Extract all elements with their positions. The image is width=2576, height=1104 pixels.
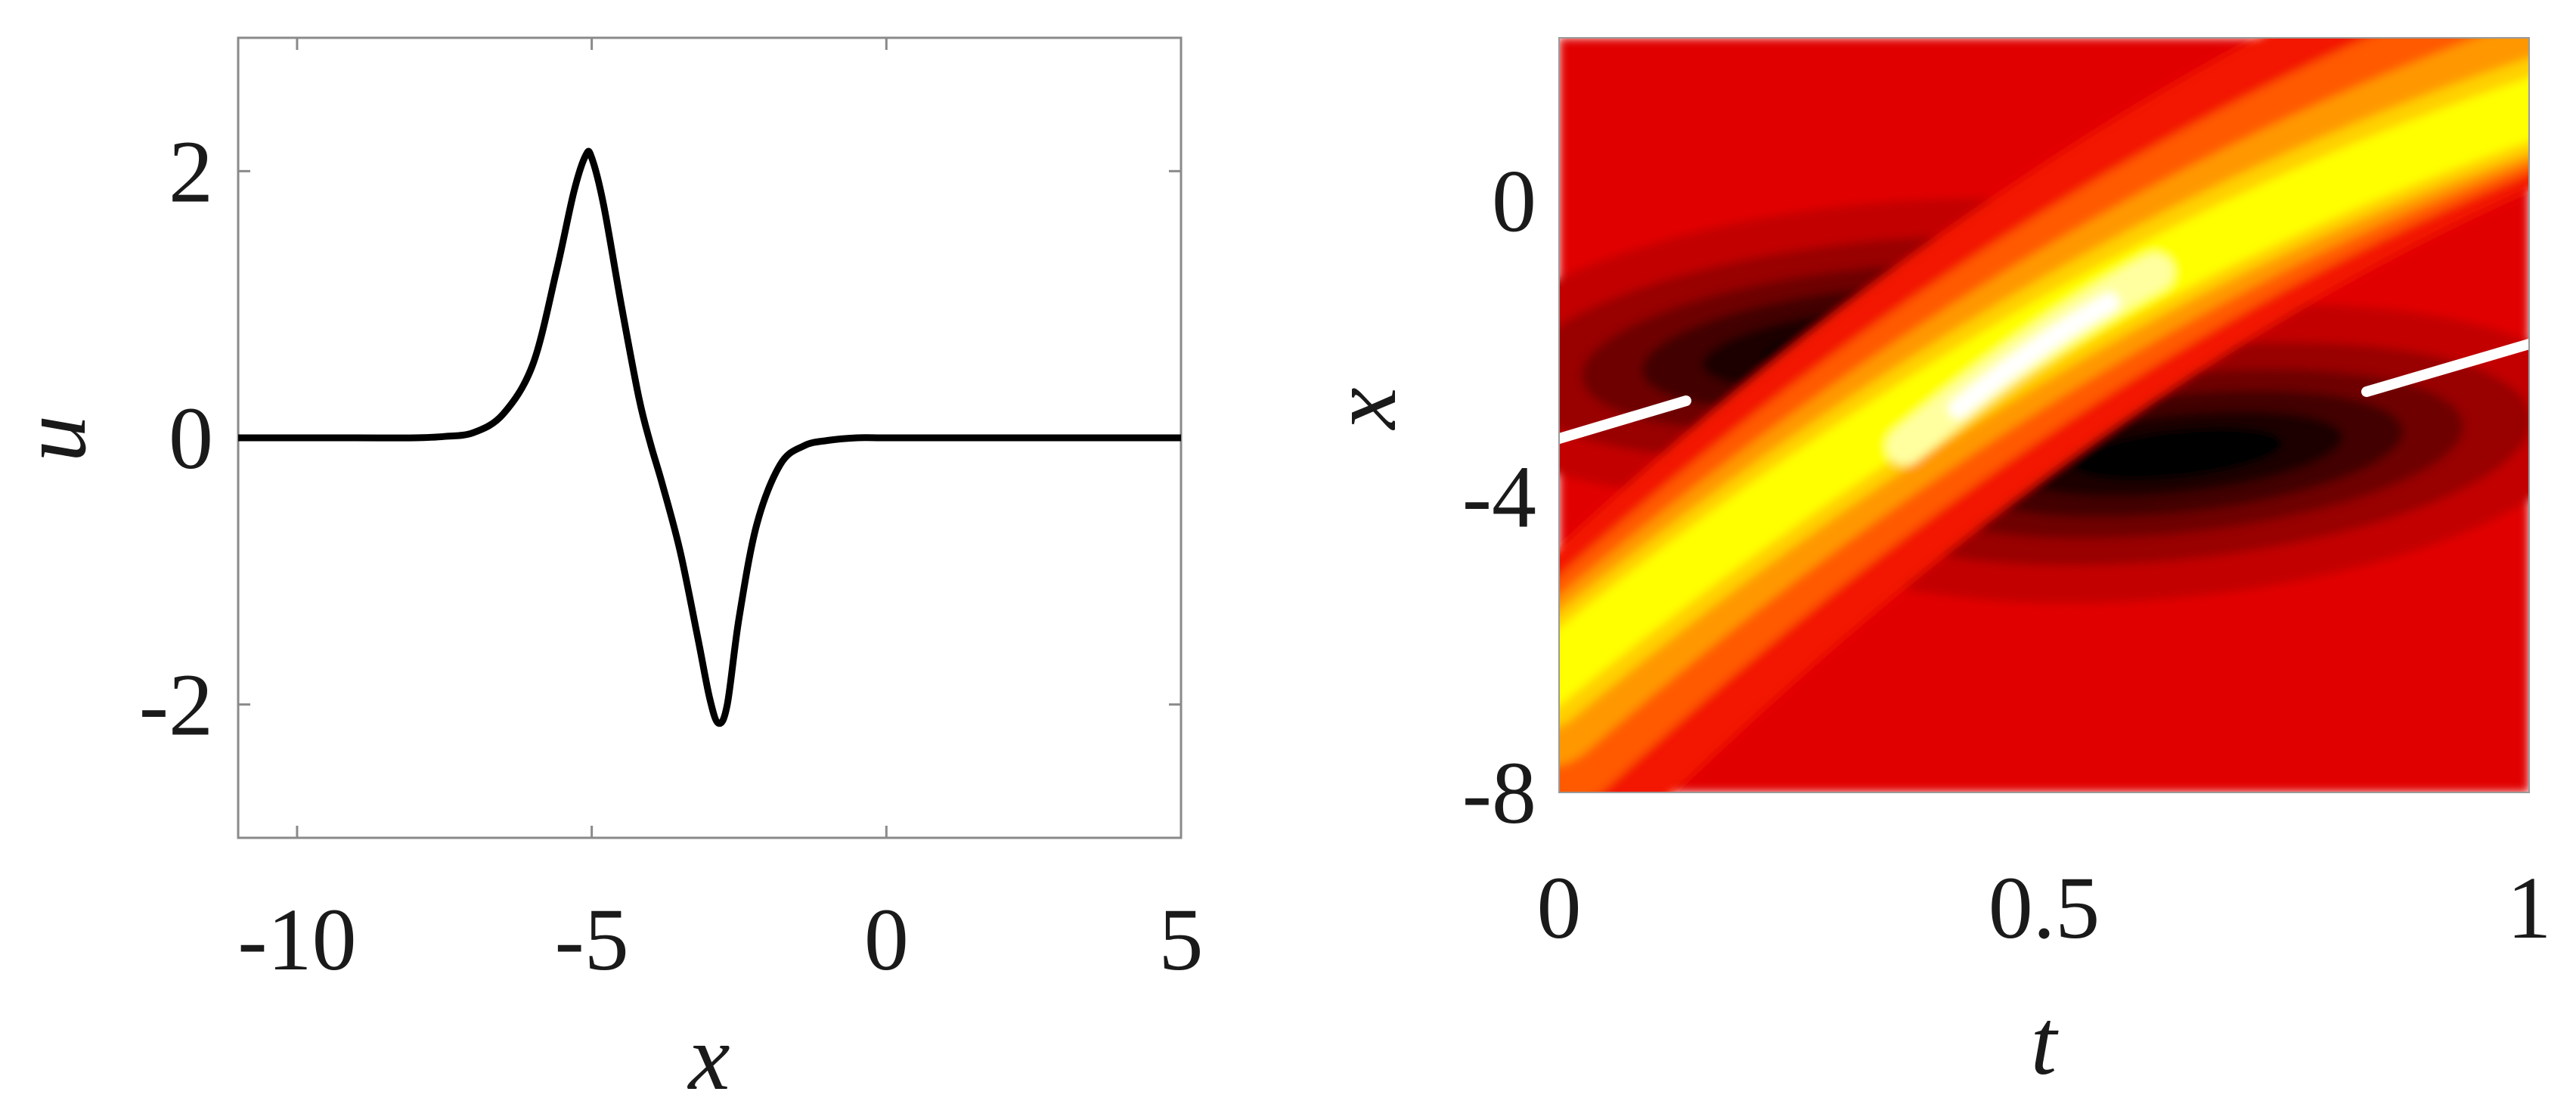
x-tick-label: 0.5 — [1989, 858, 2100, 957]
x-ticks: -10 -5 0 5 — [237, 38, 1204, 989]
y-tick-label: 2 — [169, 122, 213, 221]
x-tick-label: 0 — [864, 890, 909, 989]
white-streak-left — [1559, 395, 1691, 444]
x-axis-label: x — [687, 1006, 730, 1104]
x-tick-label: -5 — [554, 890, 628, 989]
y-tick-label: -8 — [1462, 743, 1536, 842]
heatmap-field — [1559, 38, 2529, 792]
white-streak-right — [2361, 339, 2529, 397]
y-tick-label: 0 — [1492, 151, 1536, 250]
x-tick-label: -10 — [237, 890, 356, 989]
y-ticks: -2 0 2 — [139, 122, 1181, 755]
line-plot-panel: -10 -5 0 5 -2 0 2 x u — [2, 36, 1204, 1104]
y-axis-label: u — [2, 415, 105, 462]
plot-frame — [1558, 37, 2530, 793]
heatmap-panel: 0 0.5 1 -8-40 t x — [1312, 37, 2552, 1094]
x-axis-label: t — [2031, 991, 2059, 1094]
y-ticks: -8 -4 0 — [1462, 151, 1536, 842]
x-tick-label: 0 — [1537, 858, 1582, 957]
y-axis-label: x — [1312, 387, 1415, 430]
series-line — [238, 147, 1181, 727]
x-tick-label: 5 — [1159, 890, 1204, 989]
positive-ridge — [1559, 38, 2529, 792]
y-tick-label: -4 — [1462, 448, 1536, 547]
y-tick-label: 0 — [169, 389, 213, 488]
y-tick-label: -2 — [139, 656, 213, 755]
x-ticks: 0 0.5 1 — [1537, 858, 2552, 957]
x-tick-label: 1 — [2507, 858, 2552, 957]
